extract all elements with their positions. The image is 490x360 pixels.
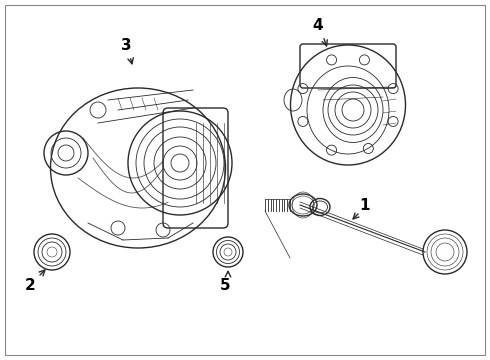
Text: 3: 3: [121, 37, 131, 53]
Text: 1: 1: [360, 198, 370, 212]
Text: 2: 2: [24, 278, 35, 292]
Text: 5: 5: [220, 278, 230, 292]
Text: 4: 4: [313, 18, 323, 32]
